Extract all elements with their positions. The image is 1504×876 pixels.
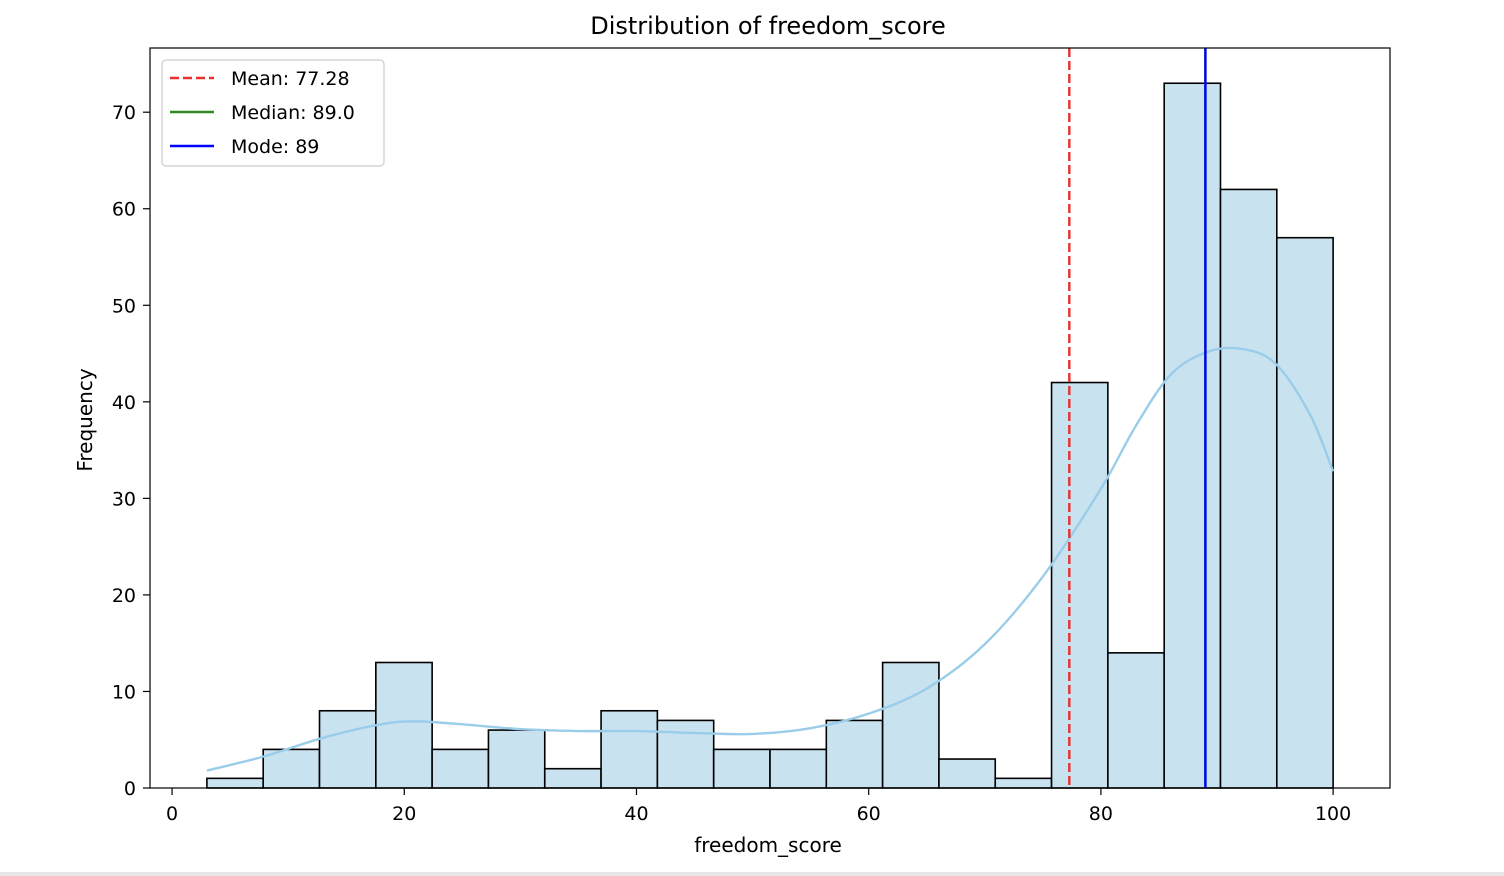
histogram-bar: [994, 777, 1053, 789]
histogram-bar: [712, 748, 771, 789]
x-tick-label: 20: [392, 803, 416, 825]
x-axis-label: freedom_score: [694, 833, 842, 857]
x-tick-label: 0: [166, 803, 178, 825]
legend-box: [161, 59, 385, 167]
histogram-bar: [543, 767, 602, 789]
y-tick-label: 10: [112, 681, 136, 703]
x-tick-label: 100: [1315, 803, 1351, 825]
bottom-divider: [0, 872, 1504, 876]
plot-area: [149, 47, 1391, 789]
x-tick-label: 80: [1089, 803, 1113, 825]
histogram-bar: [938, 758, 997, 789]
legend-label: Mean: 77.28: [231, 68, 350, 90]
x-axis-ticks: 0 20 40 60 80 100: [166, 788, 1351, 825]
histogram-bar: [375, 661, 433, 789]
histogram-bar: [769, 748, 828, 789]
x-tick-label: 60: [857, 803, 881, 825]
histogram-bar: [1275, 236, 1334, 789]
reference-lines: [1068, 48, 1207, 788]
histogram-bar: [881, 661, 940, 789]
y-tick-label: 70: [112, 102, 136, 124]
histogram-bar: [1107, 652, 1165, 789]
histogram-bar: [262, 748, 321, 789]
histogram-bar: [318, 709, 377, 789]
axes-frame: [149, 47, 1391, 789]
histogram-bar: [1050, 381, 1109, 789]
histogram-bar: [1219, 188, 1278, 789]
y-axis-ticks: 0 10 20 30 40 50 60 70: [112, 102, 150, 800]
histogram-bar: [206, 777, 265, 789]
y-tick-label: 20: [112, 585, 136, 607]
y-tick-label: 0: [124, 778, 136, 800]
y-tick-label: 40: [112, 392, 136, 414]
histogram-bar: [431, 748, 490, 789]
x-tick-label: 40: [624, 803, 648, 825]
legend-label: Mode: 89: [231, 136, 319, 158]
histogram-bar: [1163, 82, 1222, 789]
legend-label: Median: 89.0: [231, 102, 355, 124]
histogram-bar: [825, 719, 884, 789]
histogram-bars: [206, 82, 1334, 789]
histogram-bar: [600, 709, 659, 789]
y-axis-label: Frequency: [73, 368, 97, 471]
y-tick-label: 50: [112, 295, 136, 317]
legend: Mean: 77.28 Median: 89.0 Mode: 89: [161, 59, 385, 167]
histogram-bar: [487, 729, 546, 789]
y-tick-label: 30: [112, 488, 136, 510]
chart-title: Distribution of freedom_score: [590, 12, 946, 40]
y-tick-label: 60: [112, 199, 136, 221]
histogram-bar: [656, 719, 715, 789]
